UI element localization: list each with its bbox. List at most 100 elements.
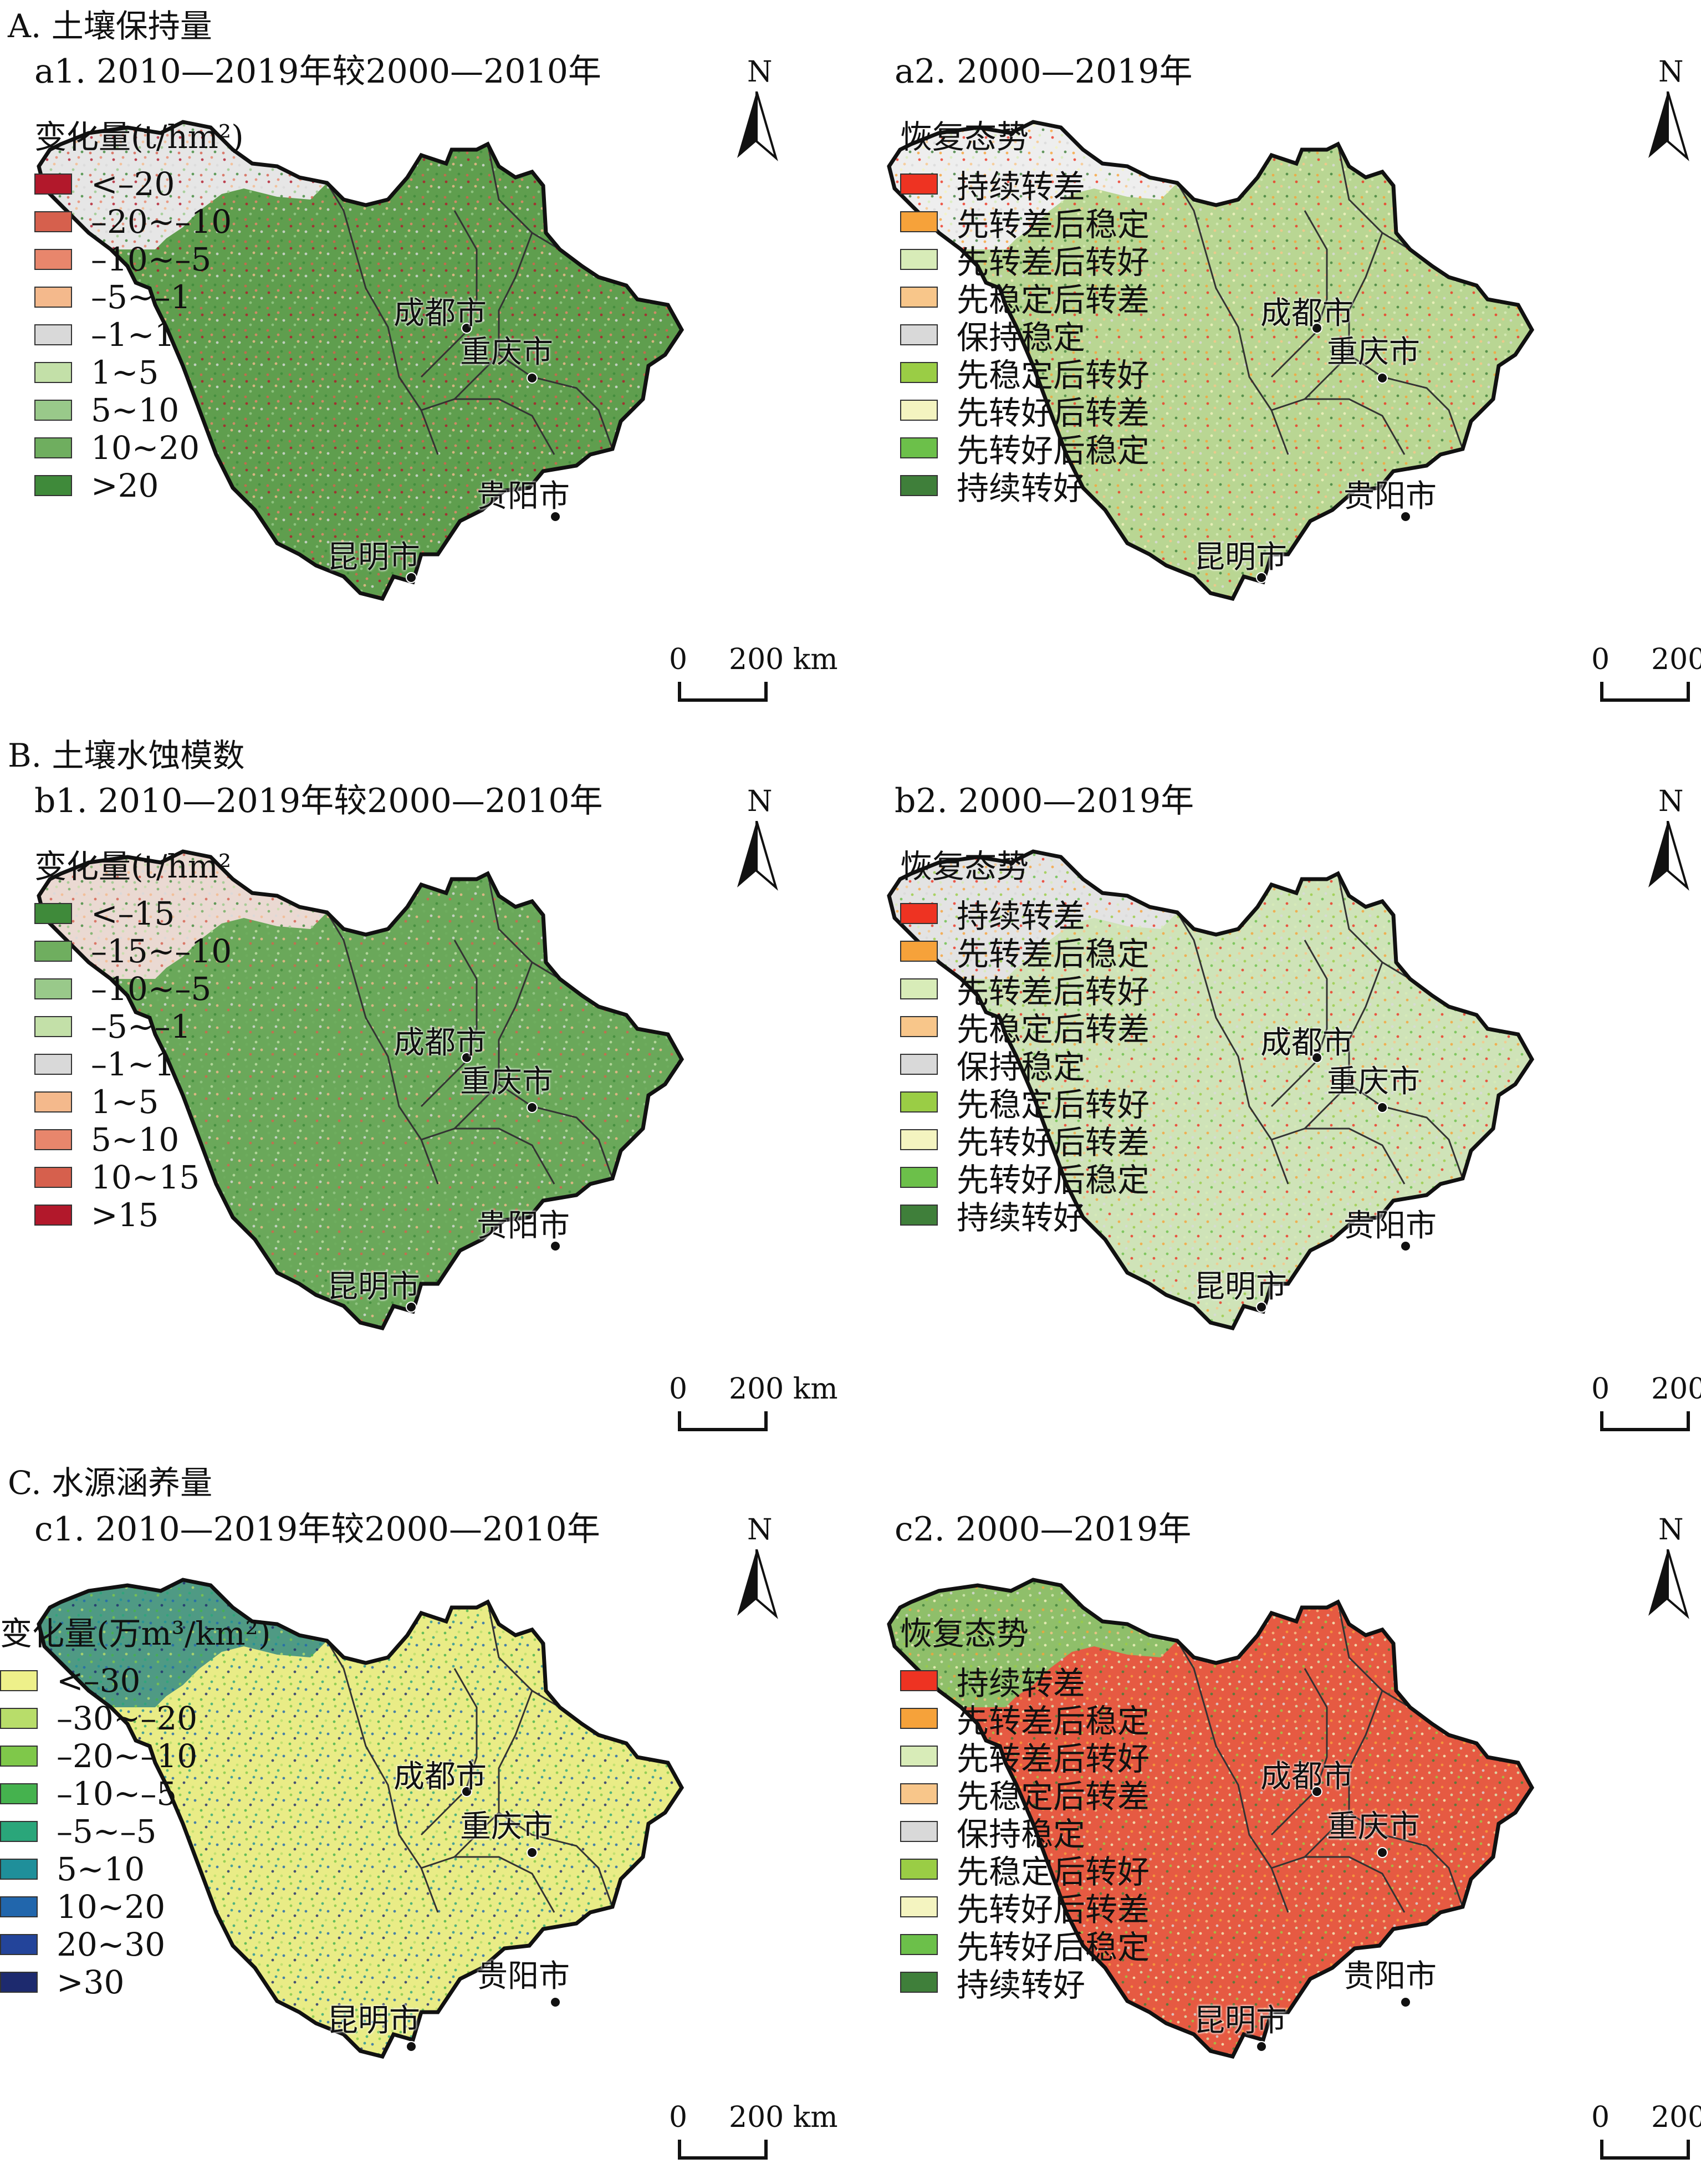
legend-label: >15 [91,1196,159,1234]
legend-swatch [900,1016,938,1037]
legend-swatch [34,1016,72,1037]
legend-swatch [900,941,938,962]
legend-label: 先转好后转差 [957,1891,1150,1928]
legend-item: 先转好后稳定 [900,429,1150,470]
legend-label: 10~20 [91,429,200,467]
legend-swatch [900,174,938,195]
basin-outline [887,849,1535,1331]
legend-swatch [34,1091,72,1113]
legend-label: –15~–10 [91,932,232,970]
map-legend: 恢复态势 持续转差 先转差后稳定 先转差后转好 先稳定后转差 保持稳定 先稳定后转好 先转好后… [900,111,1150,507]
north-label: N [747,1513,773,1547]
legend-swatch [34,941,72,962]
province-boundary [421,398,555,455]
city-label-chengdu: 成都市 [394,295,487,331]
city-dot-guiyang [550,1241,561,1252]
legend-label: 先转差后转好 [957,243,1150,281]
scale-zero: 0 [1591,2101,1610,2134]
legend-item: –10~–5 [34,970,232,1008]
scale-bar: 0 200 km [669,643,840,710]
legend-swatch [34,249,72,270]
province-boundary [487,873,560,980]
city-label-chongqing: 重庆市 [460,1809,553,1845]
legend-label: 1~5 [91,354,159,391]
city-dot-kunming [1256,1302,1267,1313]
legend-label: 先转差后稳定 [957,206,1150,243]
city-label-guiyang: 贵阳市 [1344,1208,1437,1244]
province-boundary [1337,1601,1411,1708]
legend-swatch [0,1896,38,1917]
basin-outline [887,120,1535,601]
legend-swatch [34,978,72,999]
province-boundary [453,1812,500,1858]
legend-swatch [34,211,72,232]
legend-item: 5~10 [34,1121,232,1159]
scale-line [678,2140,768,2160]
region-map [37,849,685,1331]
city-label-kunming: 昆明市 [1194,539,1287,575]
north-arrow: N [1643,1513,1693,1619]
raster-texture [39,1580,682,2057]
city-label-guiyang: 贵阳市 [477,1958,570,1994]
legend-label: 先转好后稳定 [957,1161,1150,1199]
legend-swatch [900,475,938,496]
legend-label: 先稳定后转差 [957,1778,1150,1815]
province-boundary [1304,1812,1350,1858]
legend-label: 先转差后稳定 [957,1702,1150,1740]
legend-swatch [0,1670,38,1691]
legend-item: 先转差后转好 [900,1737,1150,1778]
legend-item: 持续转好 [900,467,1150,507]
province-boundary [498,232,614,450]
north-label: N [1658,55,1684,89]
legend-swatch [900,1896,938,1917]
legend-swatch [900,1972,938,1993]
legend-item: –10~–5 [0,1775,270,1813]
panel-title: b2. 2000—2019年 [895,782,1194,820]
scale-zero: 0 [1591,643,1610,676]
legend-label: 先转好后转差 [957,394,1150,432]
legend-swatch [900,1205,938,1226]
legend-swatch [0,1972,38,1993]
scale-line [1600,2140,1690,2160]
scale-distance: 200 km [729,2101,838,2134]
city-label-kunming: 昆明市 [327,1269,420,1305]
city-dot-guiyang [1400,511,1411,522]
map-legend: 恢复态势 持续转差 先转差后稳定 先转差后转好 先稳定后转差 保持稳定 先稳定后转好 先转好后… [900,1608,1150,2004]
scale-bar: 0 200 km [1591,1372,1701,1439]
scale-zero: 0 [669,2101,688,2134]
province-boundary [1348,962,1464,1179]
raster-texture [39,851,682,1328]
scale-line [678,1411,768,1431]
city-dot-chongqing [527,372,538,384]
legend-label: 保持稳定 [957,319,1086,356]
city-dot-guiyang [1400,1997,1411,2008]
legend-swatch [900,249,938,270]
legend-label: <–30 [57,1662,141,1700]
legend-item: 保持稳定 [900,316,1150,356]
scale-distance: 200 km [729,1372,838,1406]
province-boundary [1270,940,1328,1108]
region-map [37,1578,685,2059]
legend-label: 持续转好 [957,470,1086,507]
north-arrow-icon [1648,91,1689,161]
city-label-chengdu: 成都市 [394,1025,487,1061]
legend-label: 先稳定后转差 [957,281,1150,319]
basin-outline [37,120,685,601]
north-arrow-icon [737,1549,778,1619]
city-label-kunming: 昆明市 [1194,1269,1287,1305]
legend-label: 持续转好 [957,1199,1086,1237]
panel-1-0: b1. 2010—2019年较2000—2010年 变化量(t/hm² <–15 –1… [0,774,850,1456]
legend-swatch [34,324,72,345]
panel-title: b1. 2010—2019年较2000—2010年 [34,782,603,820]
city-label-kunming: 昆明市 [327,539,420,575]
legend-swatch [34,362,72,383]
legend-item: 1~5 [34,354,244,391]
legend-item: 先转差后稳定 [900,932,1150,973]
province-boundary [1337,144,1411,251]
legend-item: 先稳定后转差 [900,278,1150,319]
city-dot-chengdu [461,1052,472,1063]
legend-item: 先稳定后转好 [900,354,1150,394]
province-boundary [420,210,478,378]
legend-swatch [34,1167,72,1188]
section-title-c: C. 水源涵养量 [8,1464,213,1502]
